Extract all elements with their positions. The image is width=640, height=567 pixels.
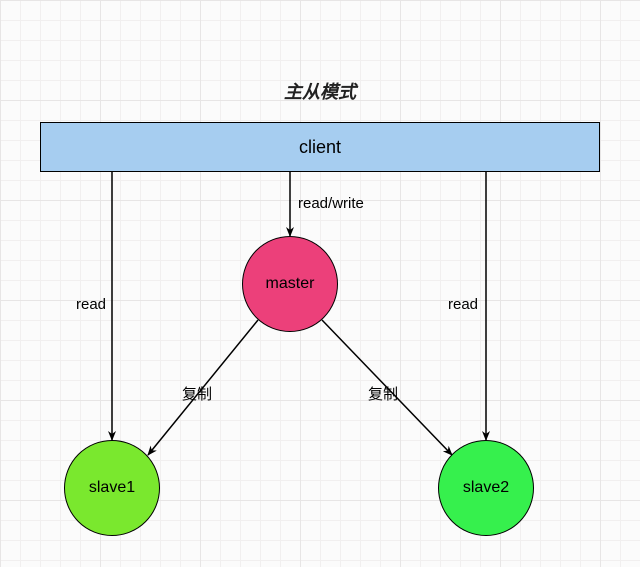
diagram-title: 主从模式: [0, 78, 640, 104]
node-slave1-label: slave1: [89, 479, 135, 497]
diagram-canvas: 主从模式 client master slave1 slave2 read/wr…: [0, 0, 640, 567]
edge-label-client-slave1: read: [76, 296, 106, 313]
node-master: master: [242, 236, 338, 332]
node-master-label: master: [266, 275, 315, 293]
edge-label-master-slave2: 复制: [368, 383, 398, 404]
node-slave2-label: slave2: [463, 479, 509, 497]
edge-label-master-slave1: 复制: [182, 383, 212, 404]
node-slave1: slave1: [64, 440, 160, 536]
edge-label-client-master: read/write: [298, 195, 364, 212]
edge-label-client-slave2: read: [448, 296, 478, 313]
client-label: client: [299, 137, 341, 158]
node-slave2: slave2: [438, 440, 534, 536]
client-box: client: [40, 122, 600, 172]
